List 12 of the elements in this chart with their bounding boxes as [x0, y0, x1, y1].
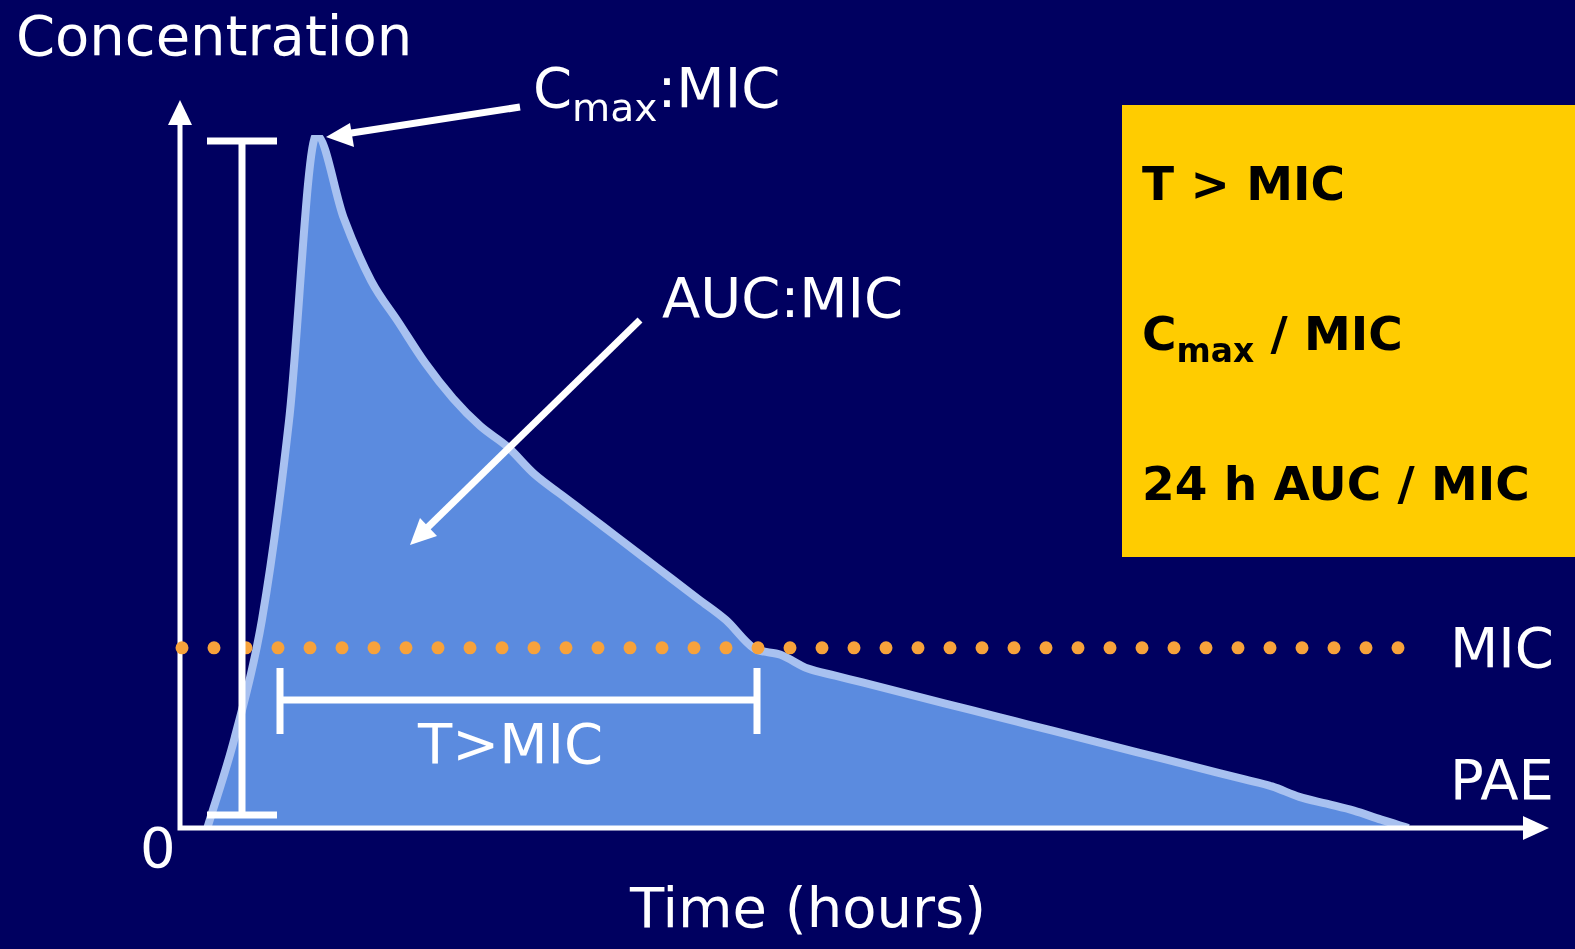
annotation: T>MIC: [418, 711, 604, 776]
annotation: T > MIC: [1142, 156, 1345, 211]
ref-line-label: MIC: [1450, 614, 1554, 680]
x-axis-title: Time (hours): [630, 875, 986, 940]
annotation: C$_{max}$ / MIC: [1142, 306, 1403, 370]
y-axis-title: Concentration: [16, 3, 413, 68]
annotation: 24 h AUC / MIC: [1142, 456, 1530, 511]
text: C$_{max}$:MIC: [533, 55, 781, 130]
text-box: T > MIC C$_{max}$ / MIC 24 h AUC / MIC: [1122, 105, 1575, 557]
annotation: PAE: [1450, 747, 1554, 812]
annotation: AUC:MIC: [662, 265, 904, 330]
text: 0: [140, 815, 176, 880]
